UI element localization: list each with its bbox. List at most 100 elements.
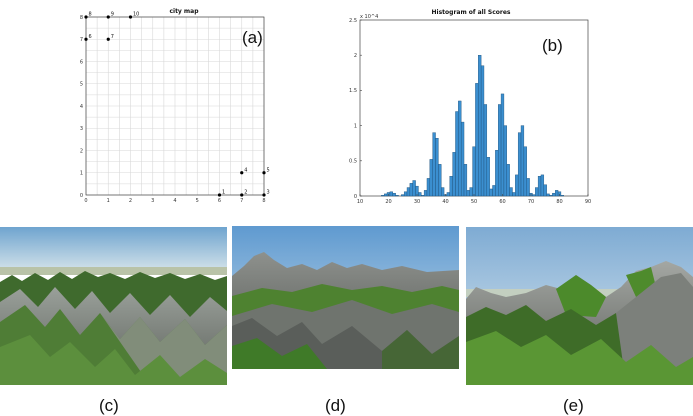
plot-frame xyxy=(85,16,265,196)
x-tick-label: 5 xyxy=(196,198,199,204)
histogram-bar xyxy=(526,178,530,197)
histogram-bar xyxy=(537,176,542,197)
city-point-label: 3 xyxy=(267,190,270,196)
histogram-bar xyxy=(401,194,405,197)
histogram-bar xyxy=(500,93,505,197)
histogram-bar xyxy=(432,132,436,197)
city-point-label: 10 xyxy=(133,12,139,18)
x-tick-label: 3 xyxy=(151,198,154,204)
histogram-chart: Histogram of all Scores x 10^4 10 20 30 40 5… xyxy=(349,9,591,205)
histogram-bar xyxy=(515,174,519,197)
x-tick-label: 2 xyxy=(129,198,132,204)
histogram-bar xyxy=(441,187,445,197)
panel-label-c: (c) xyxy=(99,396,119,415)
histogram-bar xyxy=(403,191,408,197)
city-point xyxy=(217,193,222,197)
panel-label-a: (a) xyxy=(242,28,263,47)
x-tick-label: 1 xyxy=(107,198,110,204)
histogram-bar xyxy=(506,164,510,197)
x-tick-label: 40 xyxy=(442,199,448,205)
histogram-bar xyxy=(463,164,468,197)
histogram-bar xyxy=(395,195,399,197)
histogram-bar xyxy=(480,65,485,197)
x-tick-label: 0 xyxy=(84,198,87,204)
histogram-bar xyxy=(429,159,433,197)
x-tick-label: 30 xyxy=(414,199,420,205)
x-tick-label: 7 xyxy=(240,198,243,204)
histogram-bar xyxy=(509,187,513,197)
city-point-label: 6 xyxy=(89,34,92,40)
y-tick-label: 1 xyxy=(354,123,357,129)
histogram-bar xyxy=(406,187,411,197)
y-tick-label: 7 xyxy=(80,37,83,43)
city-point-label: 7 xyxy=(111,34,114,40)
y-tick-label: 4 xyxy=(80,104,83,110)
histogram-title: Histogram of all Scores xyxy=(432,9,511,16)
histogram-bar xyxy=(449,176,453,197)
city-map-title: city map xyxy=(169,8,199,15)
histogram-bar xyxy=(466,190,470,197)
histogram-bar xyxy=(460,121,465,197)
histogram-bar xyxy=(384,193,388,197)
y-tick-label: 5 xyxy=(80,82,83,88)
histogram-bar xyxy=(512,192,516,197)
histogram-bar xyxy=(438,164,442,197)
x-tick-label: 70 xyxy=(528,199,534,205)
city-point xyxy=(262,171,266,175)
city-point xyxy=(106,15,110,19)
histogram-bar xyxy=(409,183,413,197)
city-map-points: 1 2 3 4 5 6 7 8 9 10 xyxy=(84,12,270,197)
x-tick-label: 20 xyxy=(385,199,391,205)
panel-label-e: (e) xyxy=(563,396,584,415)
histogram-bar xyxy=(483,104,488,197)
y-tick-label: 0.5 xyxy=(349,159,357,165)
histogram-bar xyxy=(458,100,462,197)
city-map-grid xyxy=(85,16,265,196)
y-tick-label: 2.5 xyxy=(349,18,357,24)
histogram-bar xyxy=(412,180,416,197)
y-tick-label: 2 xyxy=(354,53,357,59)
histogram-bar xyxy=(423,190,428,197)
histogram-bar xyxy=(475,83,479,197)
y-tick-label: 1 xyxy=(80,171,83,177)
histogram-bar xyxy=(418,192,422,197)
city-point-label: 9 xyxy=(111,12,114,18)
x-tick-label: 90 xyxy=(585,199,591,205)
city-point-label: 4 xyxy=(244,167,247,173)
histogram-bar xyxy=(421,195,425,197)
x-tick-label: 60 xyxy=(499,199,505,205)
histogram-bar xyxy=(495,150,499,197)
histogram-bar xyxy=(478,55,482,197)
city-point-label: 8 xyxy=(89,12,92,18)
histogram-bar xyxy=(455,111,459,197)
histogram-bar xyxy=(472,146,476,197)
y-tick-label: 2 xyxy=(80,148,83,154)
histogram-bar xyxy=(517,132,522,197)
histogram-bar xyxy=(546,193,550,197)
city-map-axes xyxy=(85,16,265,196)
histogram-ticks: 10 20 30 40 50 60 70 80 90 0 0.5 1 1.5 2 2.5 xyxy=(349,18,591,205)
y-scale-note: x 10^4 xyxy=(360,14,378,20)
terrain-render-e xyxy=(466,227,693,385)
histogram-bar xyxy=(523,146,527,197)
x-tick-label: 4 xyxy=(173,198,176,204)
histogram-bar xyxy=(389,191,393,197)
histogram-bar xyxy=(489,188,493,197)
city-point xyxy=(262,193,266,197)
x-tick-label: 50 xyxy=(471,199,477,205)
x-tick-label: 10 xyxy=(357,199,363,205)
city-point-label: 5 xyxy=(267,167,270,173)
histogram-bar xyxy=(543,184,547,197)
histogram-bar xyxy=(540,174,545,197)
y-tick-label: 8 xyxy=(80,15,83,21)
histogram-bar xyxy=(555,190,559,197)
histogram-bar xyxy=(492,185,496,197)
histogram-bar xyxy=(560,195,564,197)
histogram-bar xyxy=(452,152,456,197)
histogram-bar xyxy=(435,138,439,197)
panel-label-d: (d) xyxy=(325,396,346,415)
x-tick-label: 6 xyxy=(218,198,221,204)
histogram-bar xyxy=(426,178,431,197)
